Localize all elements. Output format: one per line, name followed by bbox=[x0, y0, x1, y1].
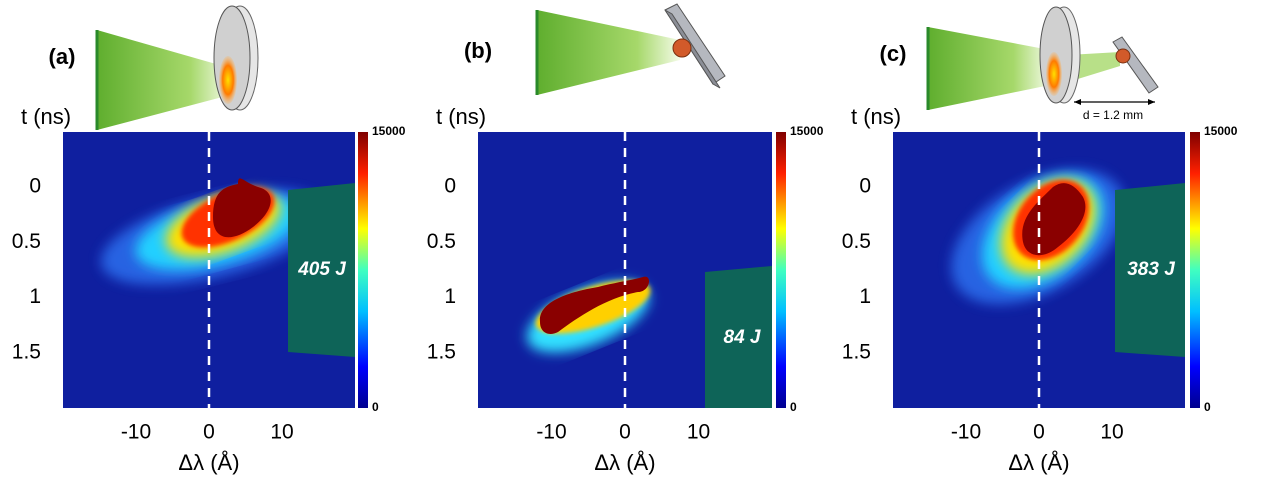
x-tick-label: 0 bbox=[1033, 421, 1045, 444]
y-axis-title: t (ns) bbox=[436, 104, 486, 129]
colorbar bbox=[776, 132, 786, 408]
y-tick-label: 1 bbox=[29, 285, 41, 308]
x-axis-title: Δλ (Å) bbox=[594, 450, 655, 475]
y-tick-label: 0.5 bbox=[842, 230, 871, 253]
panel-label: (b) bbox=[464, 38, 492, 63]
colorbar-tick-label: 15000 bbox=[372, 124, 406, 138]
colorbar-tick-label: 15000 bbox=[790, 124, 824, 138]
x-tick-label: 10 bbox=[1100, 421, 1123, 444]
setup-illustration-c bbox=[926, 6, 1159, 110]
colorbar bbox=[1190, 132, 1200, 408]
y-tick-label: 1 bbox=[859, 285, 871, 308]
colorbar-tick-label: 0 bbox=[372, 400, 379, 414]
distance-label: d = 1.2 mm bbox=[1083, 108, 1143, 122]
plot-image-a bbox=[63, 132, 355, 408]
y-tick-label: 1 bbox=[444, 285, 456, 308]
y-tick-label: 1.5 bbox=[12, 340, 41, 363]
x-tick-label: -10 bbox=[121, 421, 151, 444]
colorbar-tick-label: 15000 bbox=[1204, 124, 1238, 138]
y-tick-label: 0.5 bbox=[12, 230, 41, 253]
y-tick-label: 0.5 bbox=[427, 230, 456, 253]
y-tick-label: 1.5 bbox=[842, 340, 871, 363]
y-axis-title: t (ns) bbox=[21, 104, 71, 129]
x-tick-label: -10 bbox=[951, 421, 981, 444]
panel-label: (c) bbox=[880, 41, 907, 66]
colorbar-tick-label: 0 bbox=[790, 400, 797, 414]
plot-image-b bbox=[478, 132, 772, 408]
setup-illustration-a bbox=[95, 5, 259, 130]
x-tick-label: -10 bbox=[536, 421, 566, 444]
energy-label: 84 J bbox=[724, 327, 761, 348]
x-tick-label: 10 bbox=[687, 421, 710, 444]
y-tick-label: 0 bbox=[859, 175, 871, 198]
y-tick-label: 1.5 bbox=[427, 340, 456, 363]
y-tick-label: 0 bbox=[29, 175, 41, 198]
x-tick-label: 10 bbox=[270, 421, 293, 444]
setup-illustration-b bbox=[535, 3, 726, 95]
y-axis-title: t (ns) bbox=[851, 104, 901, 129]
panel-label: (a) bbox=[49, 44, 76, 69]
y-tick-label: 0 bbox=[444, 175, 456, 198]
colorbar bbox=[358, 132, 368, 408]
x-tick-label: 0 bbox=[203, 421, 215, 444]
energy-label: 405 J bbox=[297, 259, 346, 280]
energy-label: 383 J bbox=[1127, 259, 1175, 280]
x-axis-title: Δλ (Å) bbox=[1008, 450, 1069, 475]
colorbar-tick-label: 0 bbox=[1204, 400, 1211, 414]
x-axis-title: Δλ (Å) bbox=[178, 450, 239, 475]
x-tick-label: 0 bbox=[619, 421, 631, 444]
